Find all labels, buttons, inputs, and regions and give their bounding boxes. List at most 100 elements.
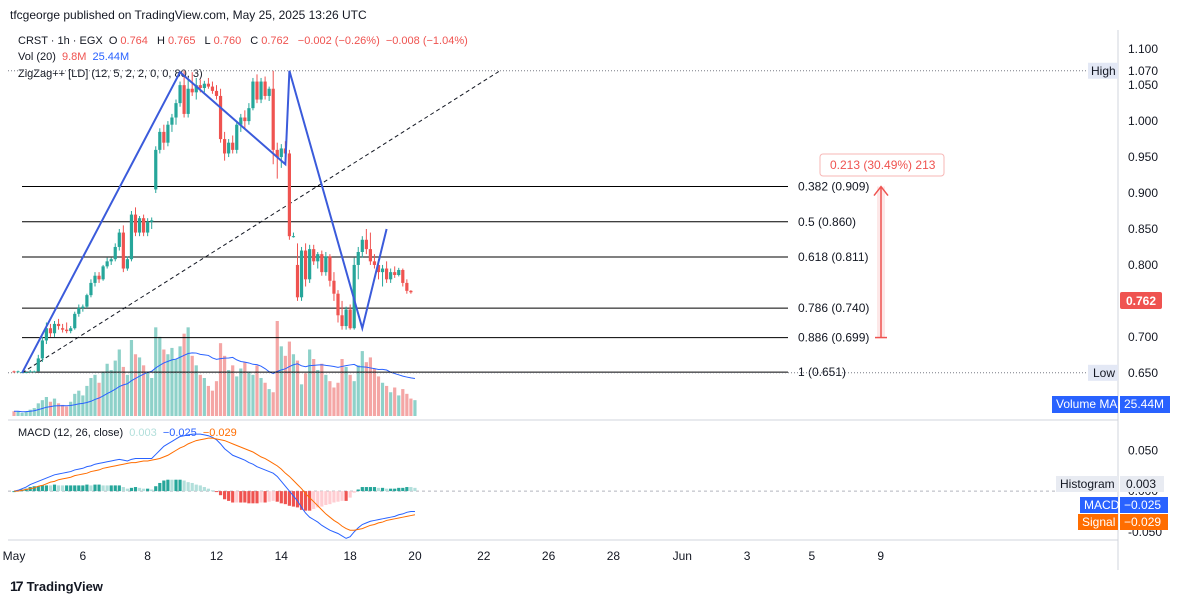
candle-body: [223, 139, 227, 154]
macd-histogram-bar: [344, 491, 348, 501]
volume-bar: [182, 333, 186, 416]
volume-bar: [194, 365, 198, 416]
macd-badge: [1080, 497, 1118, 513]
candle-body: [117, 232, 121, 247]
macd-histogram-bar: [109, 485, 113, 492]
macd-histogram-bar: [117, 485, 121, 492]
candle-body: [247, 108, 251, 122]
macd-histogram-bar: [223, 491, 227, 500]
candle-body: [69, 328, 73, 332]
volume-ma-line: [14, 352, 416, 413]
macd-hist-value: 0.003: [129, 427, 157, 439]
volume-bar: [85, 385, 89, 416]
candle-body: [89, 282, 93, 296]
volume-bar: [267, 389, 271, 416]
candle-body: [308, 249, 312, 280]
tradingview-footer[interactable]: 17 TradingView: [10, 578, 103, 594]
macd-histogram-bar: [44, 485, 48, 492]
zigzag-legend[interactable]: ZigZag++ [LD] (12, 5, 2, 2, 0, 0, 80, 3): [18, 68, 203, 80]
volume-bar: [158, 336, 162, 416]
candle-body: [32, 371, 36, 373]
macd-histogram-bar: [93, 484, 97, 492]
macd-histogram-bar: [218, 491, 223, 496]
volume-bar: [198, 374, 202, 416]
high-badge-label: High: [1091, 64, 1116, 78]
histogram-badge: [1056, 476, 1118, 492]
volume-bar: [356, 365, 360, 416]
volume-bar: [275, 321, 279, 416]
volume-bar: [117, 349, 121, 416]
candle-body: [210, 86, 215, 91]
volume-bar: [376, 376, 381, 416]
candle-body: [166, 124, 170, 143]
volume-ma-value-label: 25.44M: [1124, 397, 1164, 411]
macd-histogram-bar: [101, 485, 105, 492]
volume-bar: [81, 395, 85, 416]
volume-bar: [291, 354, 296, 416]
macd-histogram-bar: [186, 482, 190, 492]
volume-bar: [125, 374, 129, 416]
volume-bar: [20, 412, 24, 416]
macd-histogram-bar: [214, 491, 219, 493]
macd-histogram-bar: [154, 486, 158, 492]
time-tick-label: Jun: [673, 549, 692, 563]
low-badge-label: Low: [1093, 366, 1115, 380]
candle-body: [218, 95, 223, 140]
fib-level-label: 0.886 (0.699): [798, 331, 869, 345]
volume-bar: [89, 378, 93, 416]
candle-body: [279, 148, 283, 158]
macd-histogram-bar: [324, 491, 328, 505]
volume-bar: [251, 374, 255, 416]
signal-value-badge: [1120, 514, 1168, 530]
candle-body: [190, 88, 194, 93]
macd-histogram-bar: [283, 491, 287, 505]
candle-body: [16, 371, 20, 373]
candle-body: [239, 117, 243, 125]
macd-histogram-bar: [328, 491, 332, 505]
macd-histogram-bar: [56, 485, 61, 492]
macd-histogram-bar: [121, 487, 125, 492]
volume-bar: [413, 400, 417, 416]
macd-histogram-bar: [409, 487, 413, 492]
candle-body: [336, 293, 340, 316]
candle-body: [275, 149, 279, 158]
volume-bar: [146, 371, 150, 416]
candle-body: [105, 261, 109, 267]
volume-bar: [247, 371, 251, 416]
volume-bar: [109, 370, 113, 416]
close-value: 0.762: [261, 35, 289, 47]
macd-histogram-bar: [235, 491, 239, 503]
macd-histogram-bar: [332, 491, 336, 503]
volume-bar: [210, 390, 215, 416]
volume-bar: [299, 384, 304, 416]
candle-body: [52, 323, 57, 334]
macd-histogram-bar: [227, 491, 231, 501]
volume-bar: [344, 366, 348, 416]
macd-histogram-bar: [251, 491, 255, 504]
volume-bar: [235, 376, 239, 416]
macd-histogram-bar: [291, 491, 296, 507]
macd-histogram-bar: [198, 485, 202, 492]
macd-histogram-bar: [178, 479, 182, 492]
volume-bar: [304, 373, 308, 416]
macd-histogram-bar: [162, 480, 166, 492]
macd-histogram-bar: [113, 485, 117, 492]
macd-histogram-bar: [105, 485, 109, 492]
price-tick-label: 0.800: [1128, 258, 1158, 272]
macd-histogram-bar: [48, 485, 53, 492]
volume-bar: [56, 403, 61, 416]
candle-body: [348, 309, 352, 329]
macd-histogram-bar: [247, 491, 251, 504]
macd-histogram-bar: [77, 485, 81, 492]
volume-bar: [61, 404, 65, 416]
volume-bar: [150, 378, 154, 416]
projection-arrowhead: [873, 185, 889, 197]
macd-histogram-bar: [202, 487, 206, 492]
low-value-label: 0.650: [1128, 366, 1158, 380]
macd-histogram-bar: [263, 491, 267, 503]
candle-body: [65, 329, 69, 332]
symbol-label[interactable]: CRST · 1h · EGX: [18, 35, 103, 47]
volume-bar: [287, 341, 291, 416]
candle-body: [81, 306, 85, 309]
